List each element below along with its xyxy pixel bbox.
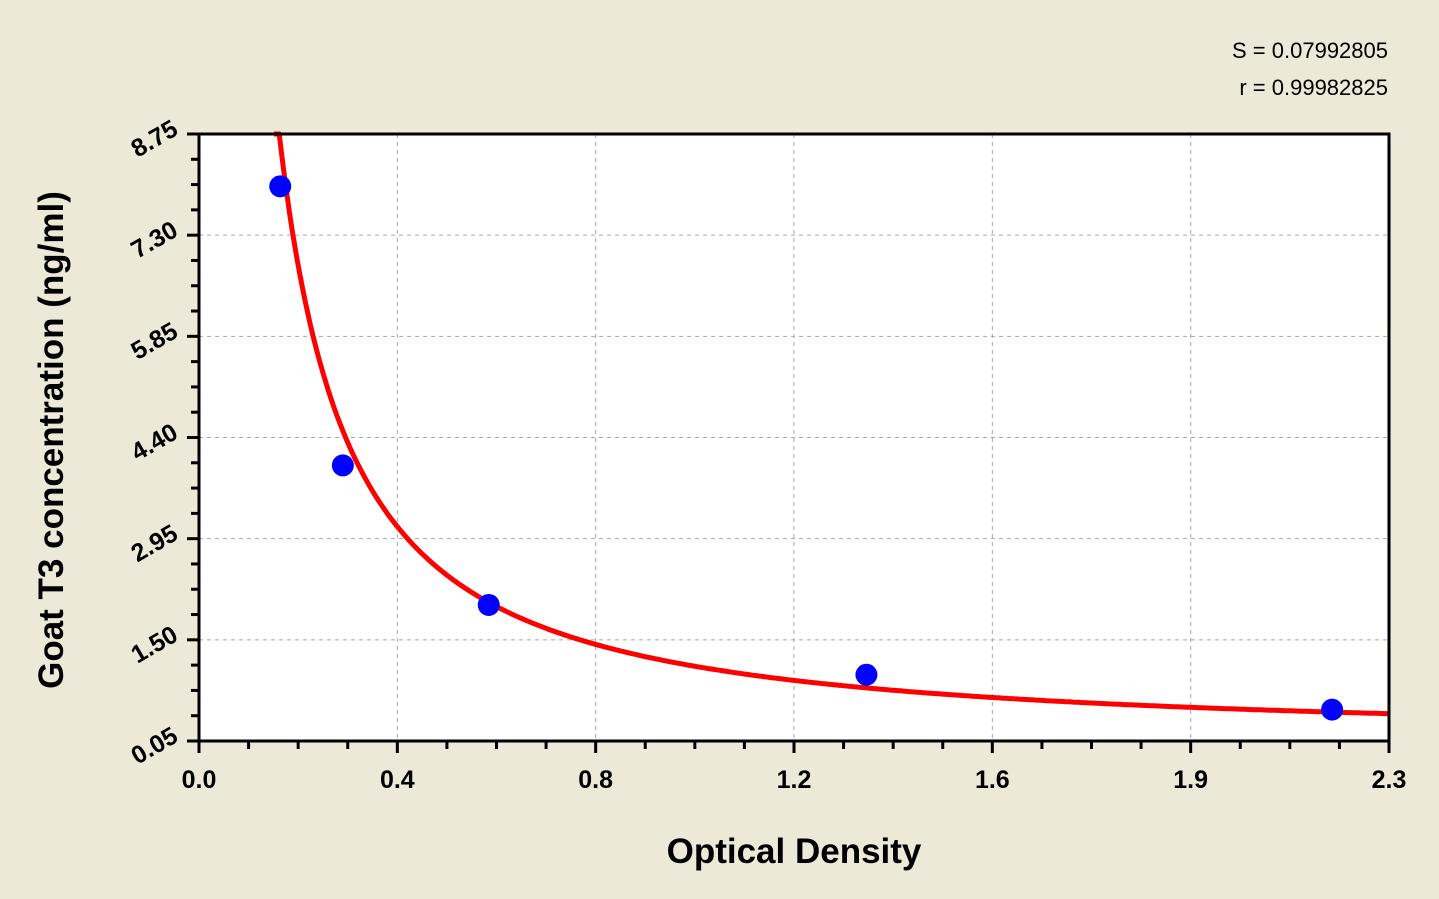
y-axis-title-wrap: Goat T3 concentration (ng/ml)	[22, 150, 82, 730]
x-tick-label: 1.9	[1173, 766, 1208, 794]
r-value: r = 0.99982825	[1239, 75, 1388, 100]
data-point	[855, 663, 878, 686]
s-value: S = 0.07992805	[1232, 38, 1388, 63]
fit-statistics: S = 0.07992805 r = 0.99982825	[1232, 32, 1388, 106]
x-axis-title: Optical Density	[666, 832, 922, 871]
data-point	[269, 175, 292, 198]
y-axis-title: Goat T3 concentration (ng/ml)	[32, 191, 71, 689]
x-tick-label: 0.8	[578, 766, 613, 794]
x-tick-label: 2.3	[1372, 766, 1407, 794]
data-points	[269, 175, 1344, 721]
x-tick-label: 1.6	[975, 766, 1010, 794]
y-tick-label: 7.30	[126, 216, 182, 265]
y-tick-label: 8.75	[126, 115, 182, 164]
y-tick-label: 0.05	[126, 722, 182, 771]
x-tick-label: 1.2	[777, 766, 812, 794]
y-tick-label: 2.95	[126, 519, 182, 568]
x-tick-label: 0.0	[182, 766, 217, 794]
y-axis-ticks: 0.05 1.50 2.95 4.40 5.85 7.30 8.75	[126, 115, 199, 771]
data-point	[477, 593, 500, 616]
grid-lines-over	[199, 134, 1389, 741]
y-tick-label: 4.40	[126, 418, 182, 467]
x-axis-ticks: 0.0 0.4 0.8 1.2 1.6 1.9 2.3	[182, 741, 1407, 794]
x-tick-label: 0.4	[380, 766, 415, 794]
data-point	[1321, 698, 1344, 721]
y-tick-label: 1.50	[126, 620, 182, 669]
fitted-curve	[274, 131, 1390, 717]
y-tick-label: 5.85	[126, 317, 182, 366]
data-point	[331, 454, 354, 477]
